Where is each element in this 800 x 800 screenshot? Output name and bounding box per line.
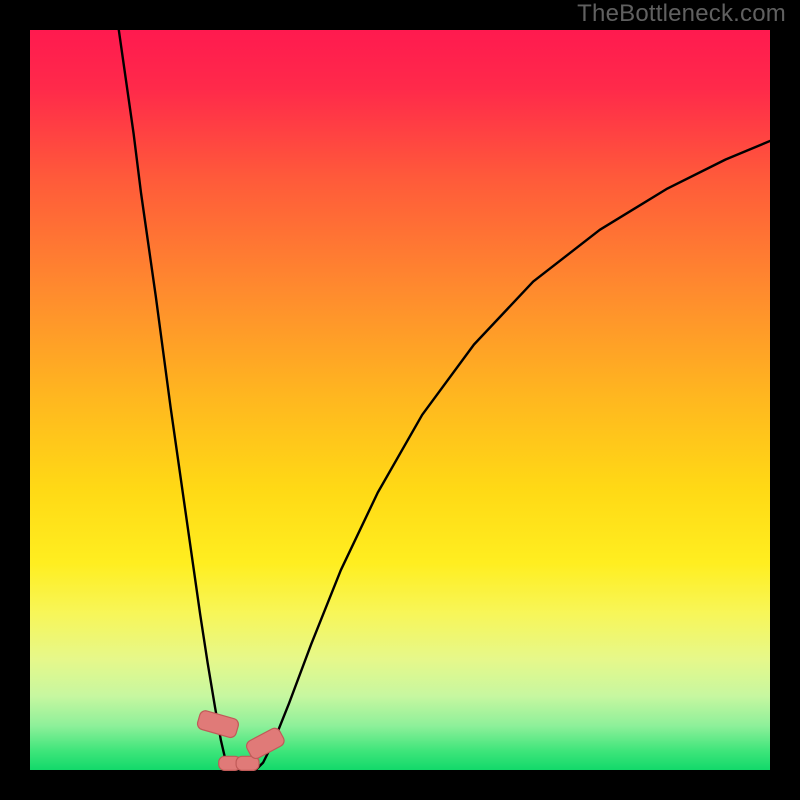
- bottleneck-chart: [0, 0, 800, 800]
- chart-container: TheBottleneck.com: [0, 0, 800, 800]
- watermark-text: TheBottleneck.com: [577, 0, 786, 28]
